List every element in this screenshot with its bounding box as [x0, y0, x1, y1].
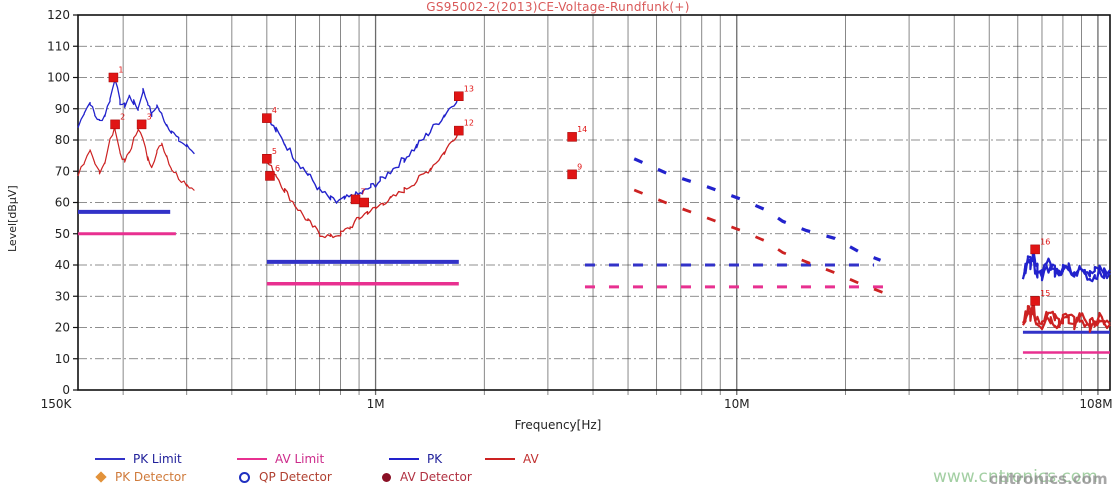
chart-title: GS95002-2(2013)CE-Voltage-Rundfunk(+)	[426, 0, 690, 14]
legend-item-pk-limit: PK Limit	[95, 452, 237, 466]
marker-label: 4	[272, 106, 277, 115]
diamond-icon	[95, 471, 107, 483]
marker-label: 13	[464, 84, 474, 93]
legend-item-label: PK Detector	[115, 470, 187, 484]
measurement-marker	[350, 194, 361, 205]
measurement-marker	[265, 171, 275, 181]
y-tick-label: 20	[55, 321, 70, 335]
y-tick-label: 70	[55, 164, 70, 178]
legend-item-label: QP Detector	[259, 470, 332, 484]
legend: PK Limit AV Limit PK AV PK Detector QP Detect…	[95, 450, 575, 486]
legend-row: PK Limit AV Limit PK AV	[95, 450, 575, 468]
watermark: www.cntronics.com cntronics.com	[933, 467, 1116, 493]
measurement-marker	[136, 119, 147, 130]
trace-av-5m-28m	[633, 188, 899, 300]
legend-item-pk: PK	[389, 452, 485, 466]
measurement-marker	[1030, 244, 1040, 255]
watermark-text: www.cntronics.com	[933, 467, 1098, 487]
trace-pk-5m-25m	[633, 157, 882, 262]
legend-line-swatch	[389, 458, 419, 460]
y-tick-label: 90	[55, 102, 70, 116]
y-tick-label: 60	[55, 196, 70, 210]
y-tick-label: 100	[47, 71, 70, 85]
legend-item-label: AV Detector	[400, 470, 472, 484]
y-tick-label: 50	[55, 227, 70, 241]
measurement-marker	[1030, 296, 1040, 306]
y-tick-label: 40	[55, 258, 70, 272]
measurement-marker	[108, 72, 119, 83]
marker-label: 7	[361, 187, 366, 196]
trace-pk-150k-300k	[77, 78, 195, 155]
trace-pk-62m-108m	[1021, 256, 1111, 283]
y-axis-label: Level[dBµV]	[6, 185, 19, 252]
marker-label: 2	[120, 112, 125, 121]
legend-line-swatch	[485, 458, 515, 460]
y-tick-label: 0	[62, 383, 70, 397]
trace-av-0p5m-1p7m	[266, 130, 460, 239]
marker-label: 14	[577, 125, 587, 134]
x-tick-label: 10M	[724, 397, 750, 411]
y-tick-label: 120	[47, 8, 70, 22]
marker-label: 6	[275, 164, 280, 173]
marker-label: 1	[118, 66, 123, 75]
marker-label: 16	[1040, 237, 1050, 246]
emc-chart: 12 34567131214916150102030405060708090100…	[41, 8, 1113, 411]
marker-label: 12	[464, 119, 474, 128]
marker-label: 3	[147, 112, 152, 121]
measurement-marker	[454, 91, 464, 101]
trace-av-62m-108m	[1021, 303, 1111, 333]
legend-row: PK Detector QP Detector AV Detector	[95, 468, 575, 486]
watermark-overlay-text: cntronics.com	[989, 470, 1108, 488]
measurement-marker	[454, 125, 464, 136]
legend-item-av-limit: AV Limit	[237, 452, 389, 466]
legend-item-av: AV	[485, 452, 575, 466]
legend-item-label: PK	[427, 452, 443, 466]
measurement-marker	[567, 132, 577, 142]
legend-item-label: AV	[523, 452, 539, 466]
measurement-marker	[262, 113, 272, 123]
x-tick-label: 1M	[367, 397, 385, 411]
y-tick-label: 10	[55, 352, 70, 366]
legend-line-swatch	[237, 458, 267, 460]
measurement-marker	[262, 154, 272, 164]
marker-label: 5	[272, 147, 277, 156]
y-tick-label: 80	[55, 133, 70, 147]
circle-filled-icon	[382, 472, 391, 482]
x-axis-label: Frequency[Hz]	[514, 418, 602, 432]
plot-frame	[77, 14, 1111, 391]
marker-label: 15	[1040, 289, 1050, 298]
legend-item-av-detector: AV Detector	[381, 470, 531, 484]
trace-av-150k-300k	[77, 124, 195, 191]
circle-open-icon	[239, 471, 250, 483]
trace-pk-0p5m-1p7m	[266, 94, 460, 204]
legend-item-label: PK Limit	[133, 452, 182, 466]
measurement-marker	[110, 119, 120, 130]
measurement-marker	[359, 197, 369, 208]
y-tick-label: 110	[47, 39, 70, 53]
legend-item-label: AV Limit	[275, 452, 325, 466]
x-tick-label: 108M	[1079, 397, 1112, 411]
x-tick-label: 150K	[41, 397, 73, 411]
legend-item-qp-detector: QP Detector	[238, 470, 381, 484]
marker-label: 9	[577, 162, 582, 171]
legend-item-pk-detector: PK Detector	[95, 470, 238, 484]
measurement-marker	[567, 169, 577, 180]
legend-line-swatch	[95, 458, 125, 460]
y-tick-label: 30	[55, 289, 70, 303]
